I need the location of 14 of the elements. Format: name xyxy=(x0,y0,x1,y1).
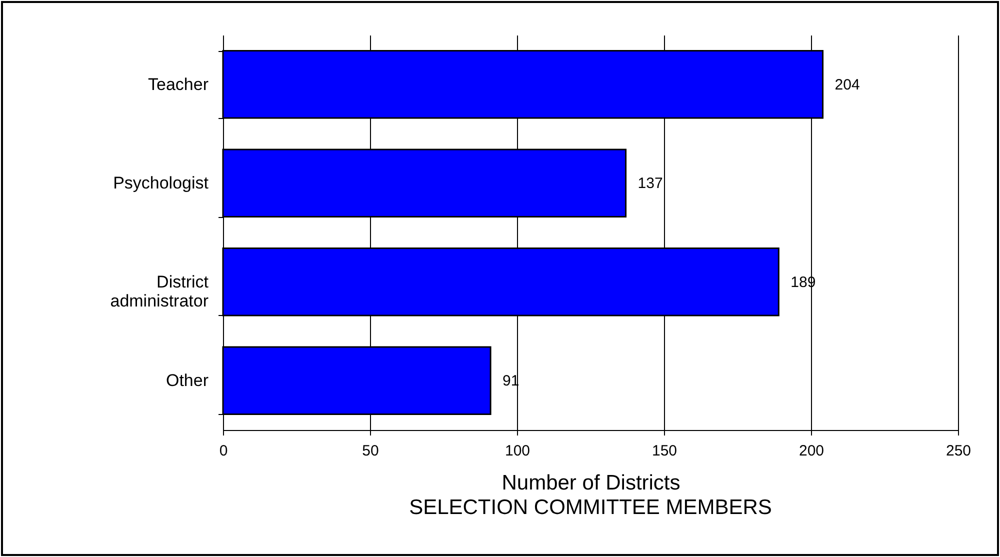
y-tick-label: Psychologist xyxy=(113,174,209,193)
y-tick-label: Teacher xyxy=(148,74,209,94)
x-tick-label: 50 xyxy=(362,442,379,460)
x-axis-title: Number of Districts xyxy=(502,472,680,494)
x-tick-label: 150 xyxy=(652,442,678,460)
text: SELECTION COMMITTEE MEMBERS xyxy=(409,496,772,519)
x-tick-label: 200 xyxy=(798,442,824,460)
x-tick-label: 250 xyxy=(946,442,972,460)
data-label: 204 xyxy=(834,76,860,94)
data-label: 137 xyxy=(638,175,663,192)
y-tick-label: District administrator xyxy=(110,272,209,310)
x-tick-label: 100 xyxy=(504,442,530,460)
x-tick-label: 0 xyxy=(219,442,228,460)
y-tick-label: Other xyxy=(166,371,209,390)
